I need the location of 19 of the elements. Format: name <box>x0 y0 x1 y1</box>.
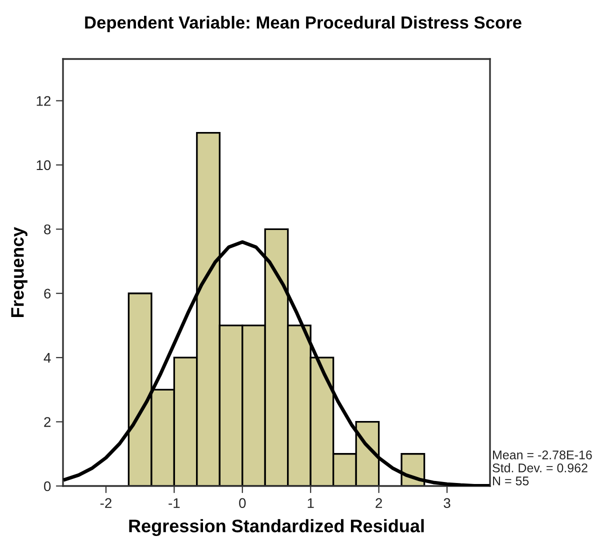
y-tick-label: 12 <box>36 96 50 106</box>
x-tick-label: 0 <box>239 498 246 508</box>
y-tick-label: 8 <box>44 224 51 234</box>
x-tick-label: -1 <box>168 498 180 508</box>
text: N = 55 <box>493 476 529 486</box>
x-tick-label: 2 <box>376 498 382 508</box>
y-tick-label: 4 <box>44 353 51 363</box>
x-tick-label: 3 <box>444 498 450 508</box>
y-tick-label: 6 <box>44 288 51 299</box>
chart-title: Dependent Variable: Mean Procedural Distress Score <box>85 16 522 32</box>
y-tick-label: 10 <box>36 160 51 170</box>
x-tick-label: -2 <box>100 498 112 508</box>
x-axis-title: Regression Standardized Residual <box>129 519 424 536</box>
text: Std. Dev. = 0.962 <box>492 463 588 472</box>
y-tick-label: 0 <box>44 481 51 492</box>
y-axis-title: Frequency <box>11 226 28 317</box>
x-tick-label: 1 <box>308 498 314 508</box>
y-tick-label: 2 <box>44 417 50 427</box>
text: Mean = -2.78E-16 <box>493 450 592 460</box>
